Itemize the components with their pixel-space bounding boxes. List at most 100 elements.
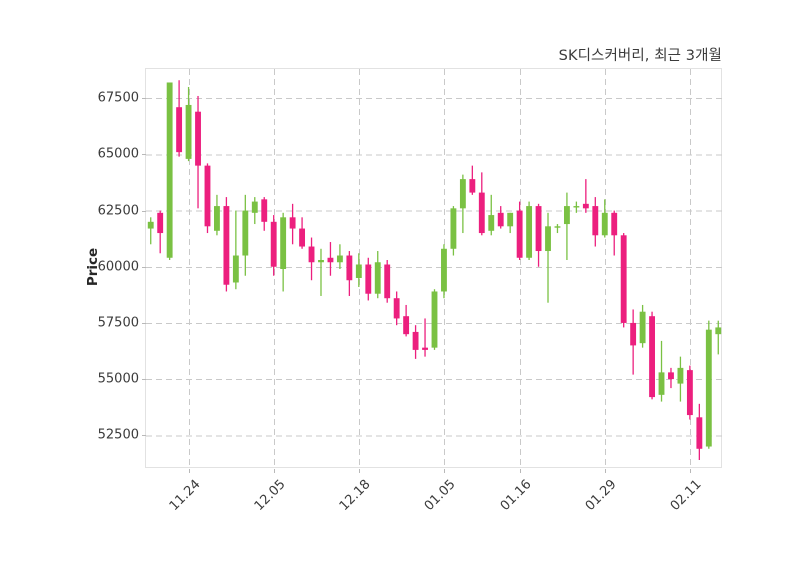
candle-body (715, 327, 722, 335)
candle-body (431, 291, 438, 348)
candlestick (422, 318, 428, 357)
candlestick (535, 203, 542, 267)
candle-body (507, 212, 514, 227)
y-tick-label: 55000 (97, 371, 139, 387)
candle-body (705, 329, 712, 447)
candle-body (393, 298, 400, 319)
candlestick (299, 217, 306, 249)
candle-body (242, 210, 249, 256)
candlestick (431, 289, 438, 350)
x-tick-label: 12.05 (251, 477, 289, 514)
candle-body (318, 260, 324, 263)
candlestick (270, 215, 277, 276)
candle-body (639, 311, 646, 344)
candlestick (611, 210, 618, 256)
x-tick-mark (689, 469, 691, 473)
x-tick-label: 02.11 (667, 477, 705, 514)
candle-body (649, 316, 655, 398)
y-tick-mark (142, 98, 146, 100)
candle-body (478, 192, 485, 234)
candlestick (403, 304, 410, 337)
candlestick (563, 192, 570, 261)
candle-body (157, 212, 164, 234)
candlestick (478, 172, 485, 236)
candle-body (563, 206, 570, 225)
candlestick (459, 174, 466, 234)
chart-title: SK디스커버리, 최근 3개월 (558, 48, 722, 64)
candle-body (516, 210, 523, 258)
candlestick (412, 325, 419, 359)
candlestick (715, 320, 722, 355)
candle-body (573, 206, 580, 208)
candlestick (346, 251, 353, 296)
candlestick (658, 340, 665, 402)
y-tick-mark (142, 266, 146, 268)
candlestick (289, 203, 296, 245)
x-tick-mark (188, 469, 190, 473)
candlestick (488, 194, 495, 236)
candlestick (384, 260, 391, 303)
candlestick (601, 199, 608, 238)
candlestick (393, 291, 400, 326)
candle-body (289, 217, 296, 229)
candle-body (176, 107, 183, 153)
candle-body (422, 347, 428, 350)
candlestick (365, 257, 372, 301)
candle-body (223, 206, 230, 285)
x-tick-mark (358, 469, 360, 473)
candlestick (232, 210, 239, 290)
candlestick (214, 194, 220, 236)
candlestick (185, 86, 192, 162)
candlestick (582, 179, 589, 213)
candle-body (261, 199, 268, 222)
candle-body (346, 255, 353, 281)
candlestick-canvas (146, 69, 723, 469)
candlestick (195, 95, 201, 209)
candle-body (535, 206, 542, 252)
candlestick (280, 212, 287, 292)
candle-body (299, 228, 306, 247)
candlestick (147, 217, 154, 245)
y-tick-label: 60000 (97, 259, 139, 275)
x-tick-mark (604, 469, 606, 473)
y-tick-mark (142, 210, 146, 212)
candle-body (686, 370, 693, 416)
candlestick (308, 237, 315, 281)
x-tick-mark (443, 469, 445, 473)
candlestick (176, 80, 183, 157)
y-tick-label: 52500 (97, 427, 139, 443)
candle-body (497, 212, 504, 227)
candle-body (147, 221, 154, 229)
candle-body (630, 322, 637, 346)
candle-body (195, 111, 201, 166)
candle-body (185, 104, 192, 159)
candle-body (166, 82, 173, 258)
candlestick (592, 197, 599, 247)
candle-body (232, 255, 239, 283)
candlestick (223, 197, 230, 292)
candlestick (639, 304, 646, 348)
candlestick (668, 367, 674, 389)
candlestick (318, 248, 324, 296)
candle-body (620, 235, 627, 323)
candle-body (384, 264, 391, 299)
candle-body (611, 212, 618, 236)
y-tick-mark (142, 322, 146, 324)
candle-body (459, 179, 466, 209)
candlestick (516, 201, 523, 261)
candle-body (582, 203, 589, 209)
candle-body (592, 206, 599, 236)
candle-body (355, 264, 362, 278)
candlestick (355, 253, 362, 287)
candle-body (412, 331, 419, 350)
candlestick (204, 163, 211, 234)
candlestick (630, 309, 637, 375)
candle-body (526, 206, 533, 258)
candle-body (441, 248, 447, 292)
candlestick (261, 197, 268, 231)
candlestick (327, 242, 334, 276)
plot-area: Price 52500 55000 57500 60000 62500 65000 6750… (85, 68, 723, 514)
candle-body (450, 208, 457, 249)
x-tick-label: 11.24 (166, 477, 204, 514)
